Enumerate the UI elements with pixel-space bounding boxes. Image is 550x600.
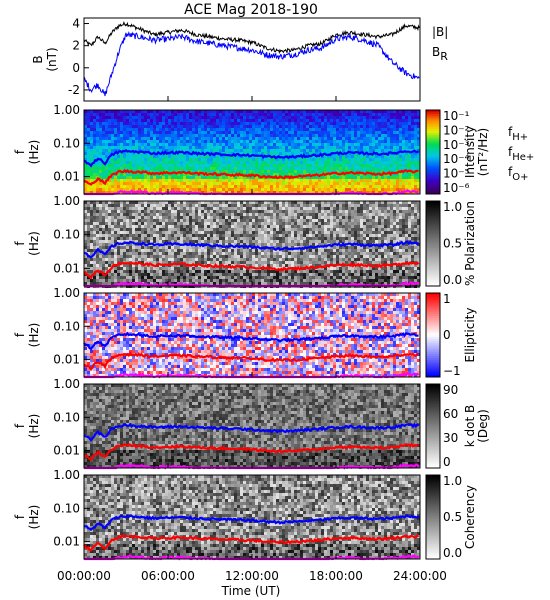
panel-1-ytick-label: 1.00 bbox=[53, 103, 80, 117]
panel-5-ytick-label: 0.01 bbox=[53, 535, 80, 549]
panel-5-ytick-label: 0.10 bbox=[53, 501, 80, 515]
legend-fhe: fHe+ bbox=[508, 145, 534, 163]
panel-1-colorbar-unit: (nT²/Hz) bbox=[476, 128, 490, 176]
panel-2-colorbar-label: % Polarization bbox=[463, 201, 477, 286]
panel-1-ylabel: f bbox=[13, 149, 27, 154]
panel-3-colorbar-tick: 1 bbox=[443, 292, 451, 306]
panel-3-colorbar-label: Ellipticity bbox=[463, 308, 477, 363]
panel-5-ytick-label: 1.00 bbox=[53, 468, 80, 482]
panel-2-yunit: (Hz) bbox=[27, 231, 41, 256]
panel-b-ytick-label: 2 bbox=[72, 39, 80, 53]
x-tick-label: 12:00:00 bbox=[225, 569, 279, 583]
panel-3-colorbar bbox=[426, 293, 440, 378]
panel-2-colorbar-tick: 0.0 bbox=[443, 273, 462, 287]
panel-b-yunit: (nT) bbox=[45, 47, 59, 71]
panel-5-colorbar-tick: 1.0 bbox=[443, 474, 462, 488]
legend-fh: fH+ bbox=[508, 125, 528, 143]
x-tick-label: 06:00:00 bbox=[141, 569, 195, 583]
legend-b-magnitude: |B| bbox=[432, 25, 448, 39]
panel-2-ytick-label: 0.10 bbox=[53, 228, 80, 242]
panel-5-colorbar-tick: 0.0 bbox=[443, 546, 462, 560]
panel-2-ytick-label: 1.00 bbox=[53, 194, 80, 208]
panel-4-colorbar-tick: 60 bbox=[443, 407, 458, 421]
panel-4-ytick-label: 0.10 bbox=[53, 410, 80, 424]
panel-3-ytick-label: 0.10 bbox=[53, 319, 80, 333]
panel-1-colorbar bbox=[426, 110, 440, 195]
x-axis-label: Time (UT) bbox=[221, 584, 281, 598]
panel-4-colorbar-tick: 30 bbox=[443, 431, 458, 445]
panel-3-ytick-label: 0.01 bbox=[53, 353, 80, 367]
panel-2-ytick-label: 0.01 bbox=[53, 261, 80, 275]
panel-5-colorbar-tick: 0.5 bbox=[443, 510, 462, 524]
panel-4-colorbar-label: k dot B bbox=[463, 405, 477, 447]
panel-1-colorbar-tick: 10⁻⁶ bbox=[443, 181, 470, 195]
panel-4-ylabel: f bbox=[13, 423, 27, 428]
panel-1-colorbar-label: Intensity bbox=[463, 126, 477, 178]
panel-2-colorbar-tick: 1.0 bbox=[443, 200, 462, 214]
panel-3-yunit: (Hz) bbox=[27, 323, 41, 348]
panel-3-ylabel: f bbox=[13, 332, 27, 337]
panel-5-ylabel: f bbox=[13, 514, 27, 519]
panel-b-ytick-label: 0 bbox=[72, 61, 80, 75]
panel-4-colorbar-tick: 0 bbox=[443, 455, 451, 469]
panel-2-colorbar-tick: 0.5 bbox=[443, 237, 462, 251]
panel-4-yunit: (Hz) bbox=[27, 414, 41, 439]
panel-4-ytick-label: 0.01 bbox=[53, 444, 80, 458]
x-tick-label: 00:00:00 bbox=[57, 569, 111, 583]
x-tick-label: 18:00:00 bbox=[309, 569, 363, 583]
panel-4-colorbar-unit: (Deg) bbox=[476, 409, 490, 443]
panel-2-ylabel: f bbox=[13, 241, 27, 246]
panel-3-ytick-label: 1.00 bbox=[53, 286, 80, 300]
panel-5-yunit: (Hz) bbox=[27, 505, 41, 530]
panel-1-ytick-label: 0.10 bbox=[53, 136, 80, 150]
panel-3-colorbar-tick: −1 bbox=[443, 364, 461, 378]
panel-5-colorbar bbox=[426, 475, 440, 560]
panel-1-yunit: (Hz) bbox=[27, 140, 41, 165]
panel-2-colorbar bbox=[426, 201, 440, 287]
panel-4-colorbar-tick: 90 bbox=[443, 383, 458, 397]
panels-group: 420-2B (nT)|B|BR1.000.100.01f (Hz)10⁻¹10⁻²… bbox=[13, 17, 534, 560]
panel-b-ytick-label: -2 bbox=[68, 83, 80, 97]
panel-3-colorbar-tick: 0 bbox=[443, 328, 451, 342]
panel-1-ytick-label: 0.01 bbox=[53, 170, 80, 184]
panel-5-colorbar-label: Coherency bbox=[463, 485, 477, 549]
panel-4-ytick-label: 1.00 bbox=[53, 377, 80, 391]
legend-fo: fO+ bbox=[508, 165, 528, 183]
panel-b-frame-bg bbox=[84, 18, 420, 101]
panel-1-colorbar-tick: 10⁻¹ bbox=[443, 109, 470, 123]
panel-b-ytick-label: 4 bbox=[72, 17, 80, 31]
legend-br: BR bbox=[432, 45, 448, 63]
panel-b-ylabel: B bbox=[31, 55, 45, 63]
panel-4-colorbar bbox=[426, 384, 440, 469]
x-tick-label: 24:00:00 bbox=[393, 569, 447, 583]
figure-title: ACE Mag 2018-190 bbox=[184, 2, 318, 18]
